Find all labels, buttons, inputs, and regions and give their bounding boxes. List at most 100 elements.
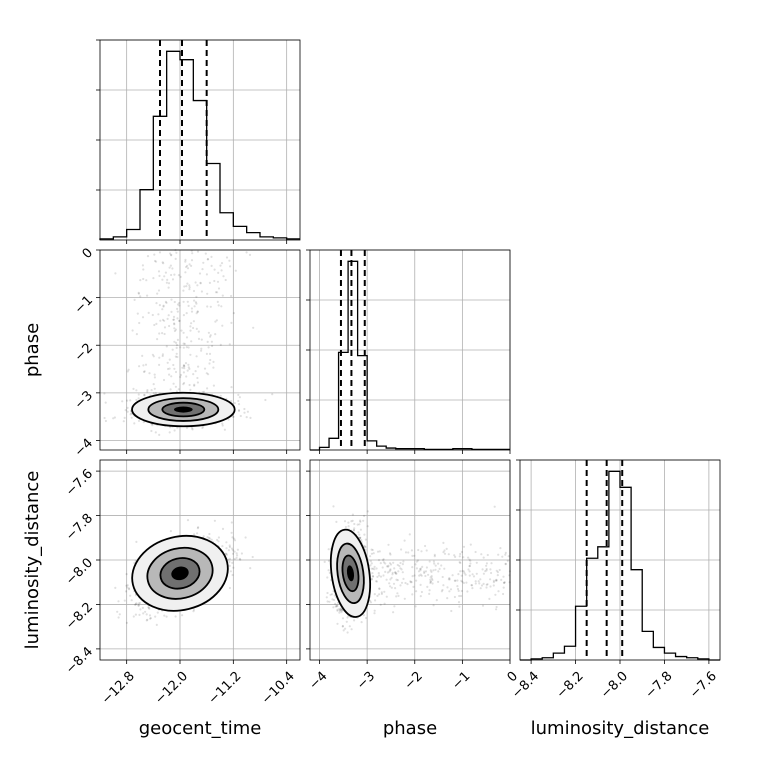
sample-point: [323, 560, 326, 564]
sample-point: [482, 556, 485, 559]
sample-point: [495, 608, 498, 611]
sample-point: [378, 593, 381, 596]
sample-point: [131, 329, 134, 332]
sample-point: [450, 609, 453, 613]
sample-point: [371, 572, 374, 575]
sample-point: [468, 564, 471, 568]
sample-point: [235, 556, 238, 560]
sample-point: [228, 557, 231, 561]
sample-point: [194, 370, 197, 373]
sample-point: [126, 370, 129, 373]
sample-point: [135, 602, 138, 605]
sample-point: [154, 431, 157, 434]
sample-point: [146, 618, 149, 621]
sample-point: [402, 560, 405, 563]
sample-point: [413, 554, 416, 557]
sample-point: [185, 285, 188, 288]
sample-point: [201, 268, 204, 271]
sample-point: [482, 572, 485, 575]
sample-point: [172, 318, 175, 321]
sample-point: [116, 610, 119, 613]
sample-point: [333, 598, 336, 602]
sample-point: [155, 322, 158, 325]
sample-point: [379, 562, 382, 565]
sample-point: [493, 505, 496, 508]
sample-point: [411, 575, 414, 578]
sample-point: [123, 599, 126, 602]
sample-point: [327, 569, 330, 572]
sample-point: [173, 323, 176, 326]
sample-point: [428, 589, 431, 592]
sample-point: [200, 349, 203, 352]
sample-point: [379, 603, 382, 606]
sample-point: [213, 279, 216, 283]
sample-point: [332, 505, 335, 508]
sample-point: [143, 393, 146, 396]
sample-point: [163, 319, 166, 322]
sample-point: [460, 594, 463, 598]
sample-point: [186, 300, 189, 303]
sample-point: [176, 303, 180, 306]
sample-point: [448, 578, 451, 581]
y-tick-label: −8.0: [63, 555, 96, 588]
sample-point: [251, 555, 254, 559]
sample-point: [118, 613, 121, 616]
sample-point: [489, 568, 492, 571]
sample-point: [442, 584, 445, 587]
sample-point: [169, 388, 172, 391]
sample-point: [371, 575, 374, 578]
sample-point: [427, 573, 430, 576]
sample-point: [174, 328, 177, 331]
sample-point: [216, 300, 219, 303]
sample-point: [386, 571, 389, 574]
sample-point: [426, 585, 429, 589]
sample-point: [469, 543, 472, 546]
sample-point: [216, 291, 219, 294]
x-tick-label: −3: [354, 669, 378, 693]
sample-point: [158, 304, 161, 307]
sample-point: [375, 580, 378, 583]
sample-point: [424, 574, 427, 578]
sample-point: [342, 629, 345, 632]
sample-point: [485, 586, 488, 589]
sample-point: [474, 582, 477, 585]
sample-point: [225, 256, 229, 259]
sample-point: [194, 281, 197, 284]
sample-point: [168, 373, 171, 376]
sample-point: [210, 538, 213, 541]
sample-point: [187, 366, 190, 369]
sample-point: [230, 321, 233, 324]
sample-point: [192, 289, 196, 293]
sample-point: [460, 574, 463, 577]
sample-point: [447, 553, 450, 556]
sample-point: [399, 584, 402, 587]
sample-point: [243, 411, 246, 414]
sample-point: [151, 424, 154, 427]
sample-point: [478, 582, 481, 585]
sample-point: [371, 567, 375, 570]
sample-point: [175, 352, 178, 355]
sample-point: [445, 547, 448, 551]
sample-point: [124, 409, 127, 412]
sample-point: [462, 581, 465, 585]
sample-point: [467, 556, 470, 559]
x-tick-label: −8.0: [598, 669, 631, 702]
sample-point: [497, 553, 500, 556]
sample-point: [419, 567, 422, 570]
sample-point: [396, 563, 399, 567]
sample-point: [356, 523, 359, 526]
sample-point: [142, 370, 146, 373]
sample-point: [404, 581, 407, 585]
sample-point: [475, 572, 478, 575]
sample-point: [437, 570, 440, 573]
sample-point: [326, 576, 329, 579]
sample-point: [170, 375, 173, 378]
sample-point: [228, 259, 231, 262]
sample-point: [176, 338, 179, 341]
sample-point: [214, 320, 217, 323]
sample-point: [224, 552, 227, 555]
sample-point: [229, 570, 232, 573]
sample-point: [206, 305, 209, 308]
sample-point: [395, 572, 398, 575]
sample-point: [173, 429, 176, 432]
